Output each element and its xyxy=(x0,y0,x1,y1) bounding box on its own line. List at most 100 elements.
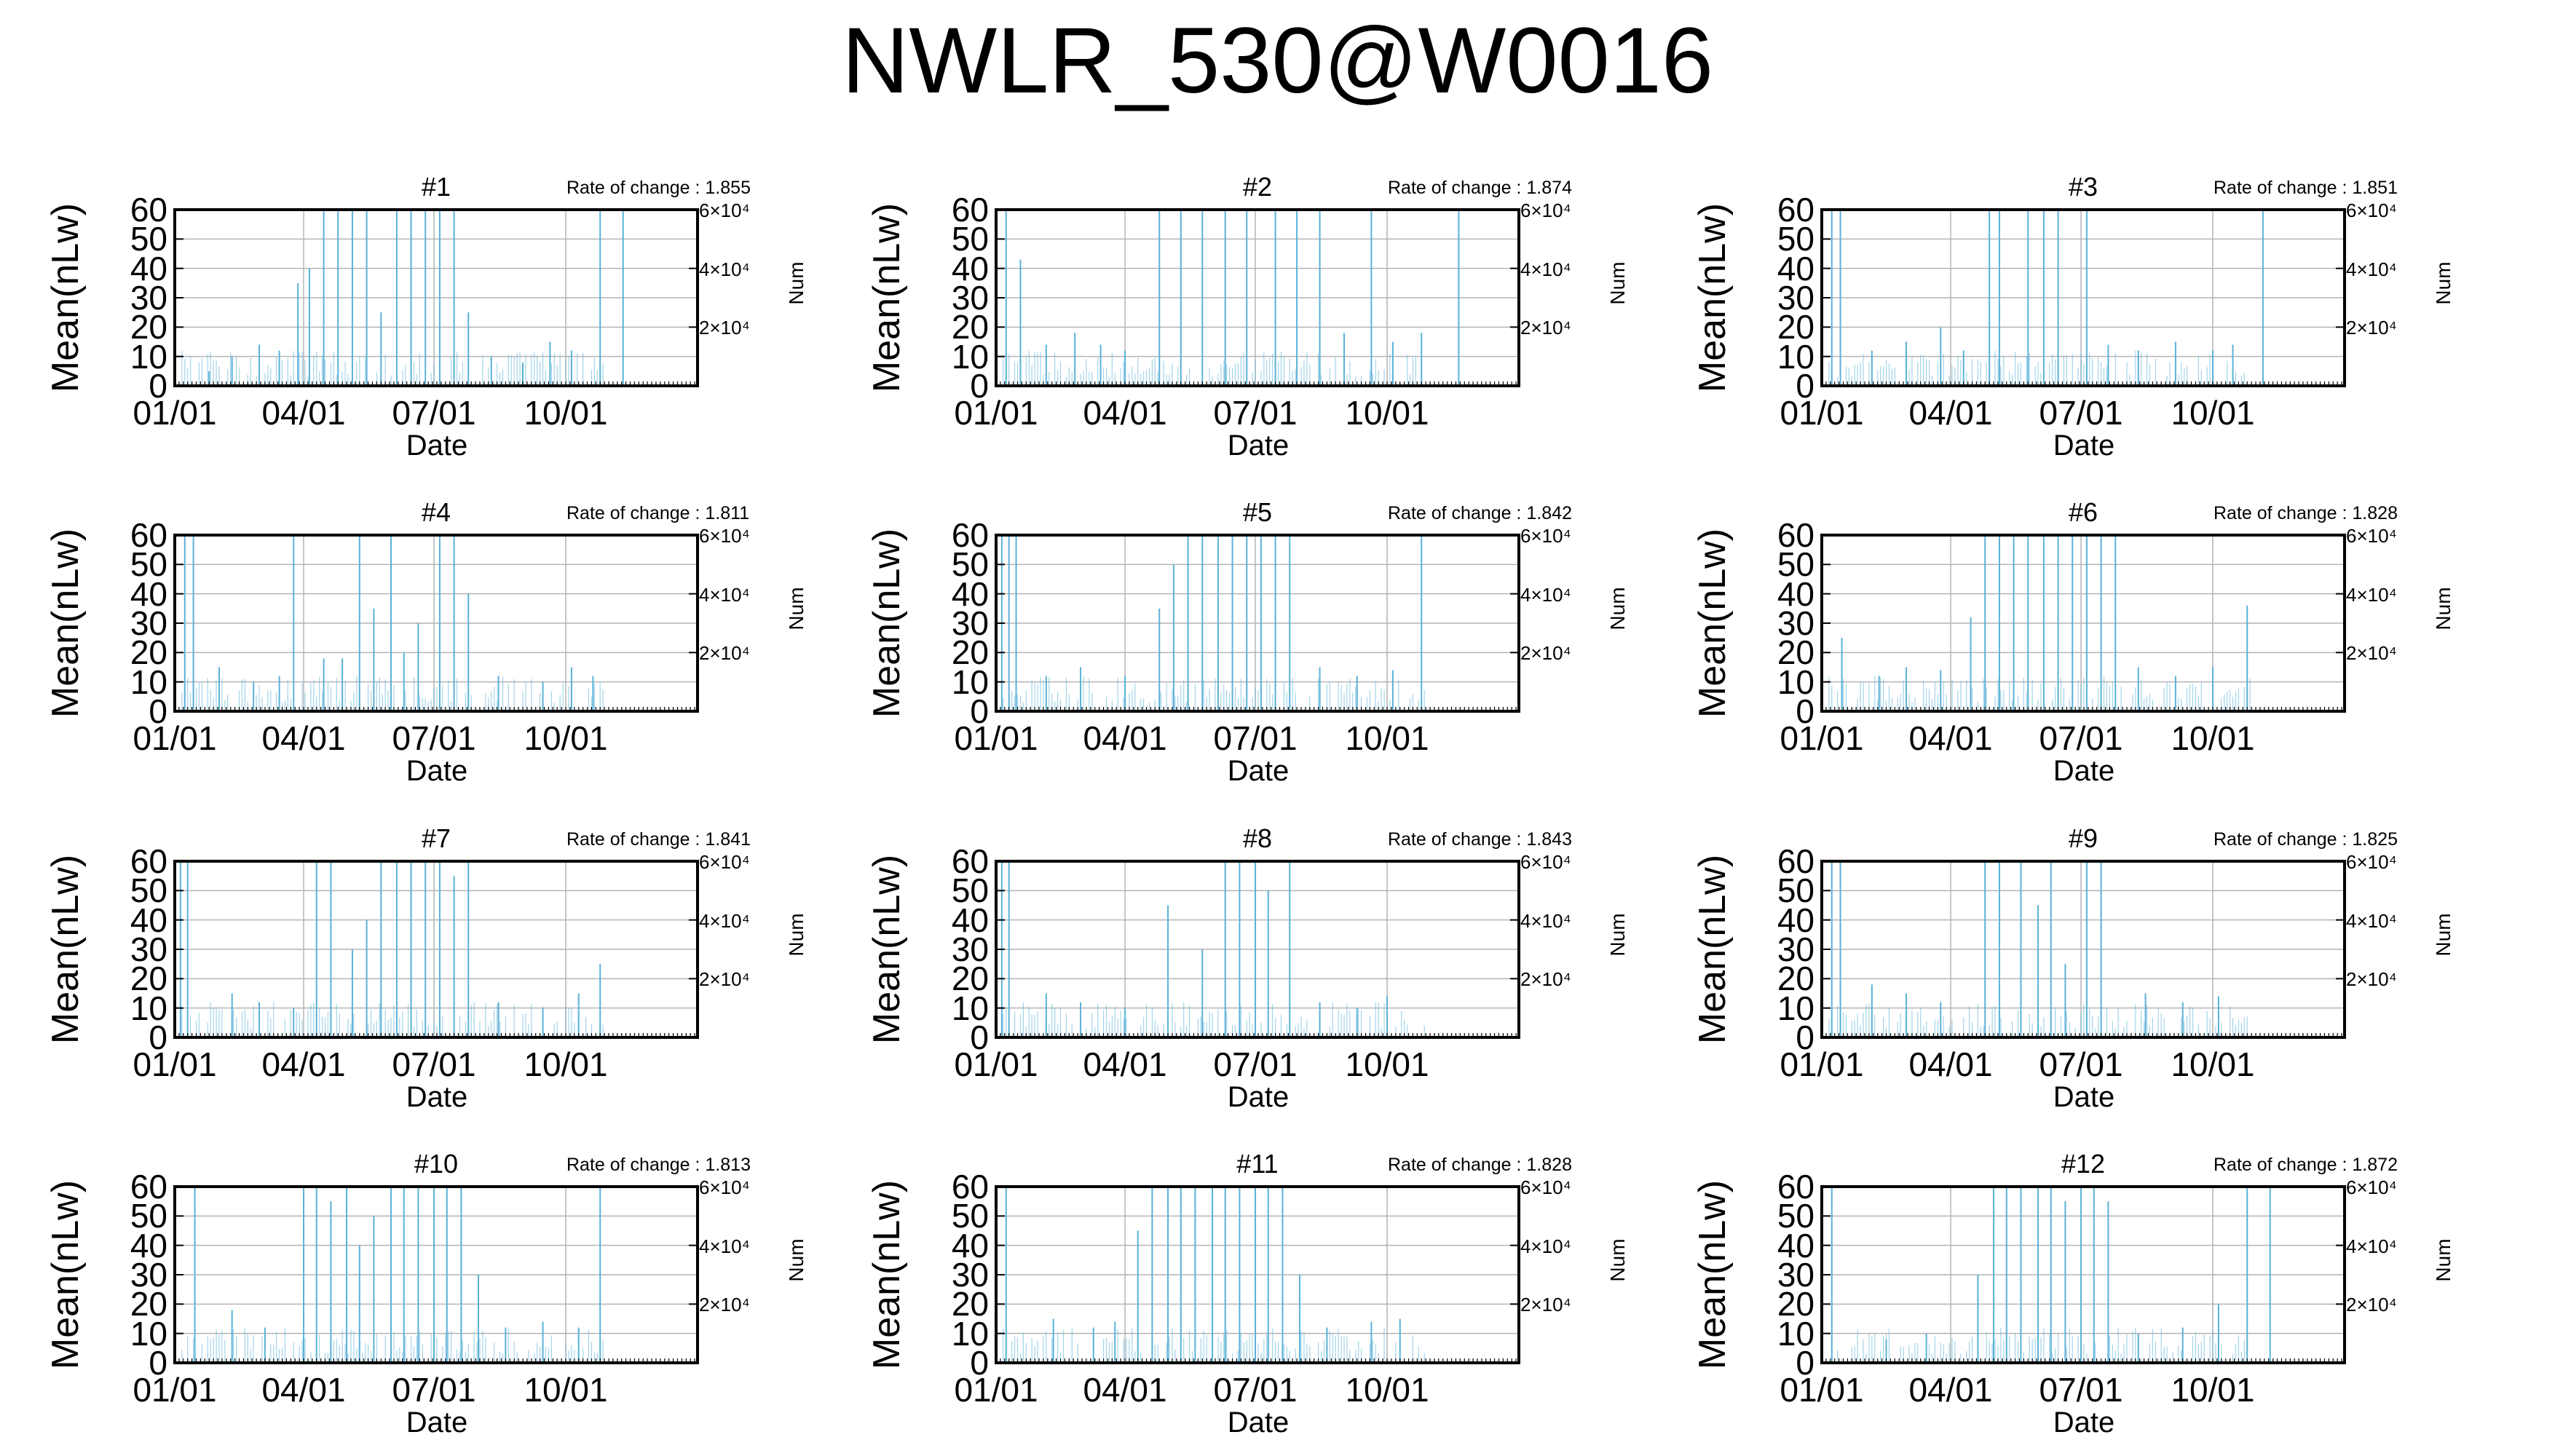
y2-tick-label: 4×10⁴ xyxy=(1520,909,1571,932)
y2-axis-label: Num xyxy=(1606,1238,1629,1282)
y-tick-label: 30 xyxy=(951,604,989,642)
panel-7-title: #7 xyxy=(421,823,451,853)
y-tick-label: 50 xyxy=(951,545,989,584)
y-tick-label: 0 xyxy=(970,1018,989,1056)
y-tick-label: 40 xyxy=(1777,574,1814,613)
y-tick-label: 20 xyxy=(130,633,167,672)
y-tick-label: 30 xyxy=(951,1256,989,1294)
y-tick-label: 10 xyxy=(130,1314,167,1353)
x-tick-label: 04/01 xyxy=(1908,394,1993,432)
y2-tick-label: 4×10⁴ xyxy=(2346,1235,2397,1257)
panel-6-rate: Rate of change : 1.828 xyxy=(2214,503,2398,523)
y-tick-label: 40 xyxy=(951,249,989,288)
y-tick-label: 30 xyxy=(130,1256,167,1294)
x-tick-label: 01/01 xyxy=(1780,394,1864,432)
y2-axis-label: Num xyxy=(1606,913,1629,957)
panel-11-rate: Rate of change : 1.828 xyxy=(1388,1155,1572,1175)
x-tick-label: 07/01 xyxy=(2039,1045,2123,1083)
y2-tick-label: 4×10⁴ xyxy=(2346,583,2397,606)
y2-tick-label: 6×10⁴ xyxy=(699,1176,750,1198)
x-tick-label: 01/01 xyxy=(133,394,217,432)
y2-tick-label: 6×10⁴ xyxy=(2346,851,2397,873)
x-tick-label: 04/01 xyxy=(261,1045,346,1083)
panel-10-title: #10 xyxy=(414,1149,459,1179)
x-tick-label: 04/01 xyxy=(261,1371,346,1409)
y-axis-label: Mean(nLw) xyxy=(44,528,87,719)
y-tick-label: 60 xyxy=(130,191,167,229)
y-tick-label: 10 xyxy=(1777,989,1814,1027)
x-tick-label: 10/01 xyxy=(524,1045,608,1083)
y-tick-label: 40 xyxy=(1777,1226,1814,1265)
x-tick-label: 10/01 xyxy=(2171,1045,2255,1083)
y2-tick-label: 2×10⁴ xyxy=(1520,968,1571,991)
y2-tick-label: 2×10⁴ xyxy=(2346,968,2397,991)
x-axis-label: Date xyxy=(1227,1406,1290,1439)
panel-4-rate: Rate of change : 1.811 xyxy=(566,503,750,523)
y-tick-label: 60 xyxy=(951,191,989,229)
y-tick-label: 10 xyxy=(130,337,167,376)
y2-axis-label: Num xyxy=(2432,1238,2455,1282)
y2-tick-label: 6×10⁴ xyxy=(699,851,750,873)
y2-tick-label: 4×10⁴ xyxy=(1520,258,1571,280)
x-axis-label: Date xyxy=(406,430,468,462)
y2-tick-label: 4×10⁴ xyxy=(1520,583,1571,606)
panel-1-title: #1 xyxy=(421,172,451,202)
x-tick-label: 01/01 xyxy=(133,719,217,757)
y-axis-label: Mean(nLw) xyxy=(1691,528,1734,719)
y2-tick-label: 4×10⁴ xyxy=(699,583,750,606)
y-tick-label: 60 xyxy=(1777,842,1814,880)
panel-6-title: #6 xyxy=(2068,497,2098,527)
y2-tick-label: 6×10⁴ xyxy=(1520,525,1571,547)
y-axis-label: Mean(nLw) xyxy=(44,854,87,1045)
y-tick-label: 60 xyxy=(951,516,989,554)
y-axis-label: Mean(nLw) xyxy=(866,202,908,393)
panel-2-plot xyxy=(995,208,1520,387)
y-tick-label: 60 xyxy=(951,842,989,880)
panel-8-rate: Rate of change : 1.843 xyxy=(1388,829,1572,850)
y-tick-label: 0 xyxy=(149,367,167,405)
figure-title: NWLR_530@W0016 xyxy=(841,9,1714,113)
x-tick-label: 10/01 xyxy=(524,719,608,757)
y2-axis-label: Num xyxy=(2432,587,2455,630)
y-tick-label: 40 xyxy=(130,901,167,939)
panel-6-plot xyxy=(1820,534,2346,713)
panel-5-title: #5 xyxy=(1242,497,1273,527)
y-tick-label: 10 xyxy=(1777,337,1814,376)
y-tick-label: 10 xyxy=(130,662,167,701)
x-tick-label: 01/01 xyxy=(954,394,1038,432)
y-tick-label: 50 xyxy=(130,545,167,584)
y2-tick-label: 2×10⁴ xyxy=(699,968,750,991)
panel-4-plot xyxy=(173,534,699,713)
y-tick-label: 60 xyxy=(1777,516,1814,554)
x-tick-label: 07/01 xyxy=(2039,1371,2123,1409)
y-axis-label: Mean(nLw) xyxy=(44,202,87,393)
y-tick-label: 30 xyxy=(1777,604,1814,642)
y-axis-label: Mean(nLw) xyxy=(866,1179,908,1370)
y-tick-label: 0 xyxy=(970,1344,989,1382)
y-tick-label: 50 xyxy=(1777,220,1814,258)
x-tick-label: 07/01 xyxy=(392,1045,476,1083)
x-tick-label: 10/01 xyxy=(2171,1371,2255,1409)
y-tick-label: 30 xyxy=(1777,279,1814,317)
panel-12-plot xyxy=(1820,1185,2346,1364)
y-tick-label: 50 xyxy=(130,1197,167,1235)
x-tick-label: 04/01 xyxy=(261,719,346,757)
x-axis-label: Date xyxy=(2053,1406,2115,1439)
y2-tick-label: 2×10⁴ xyxy=(2346,1294,2397,1316)
panel-2-title: #2 xyxy=(1242,172,1273,202)
y-tick-label: 20 xyxy=(130,1285,167,1324)
y-tick-label: 50 xyxy=(1777,1197,1814,1235)
y-tick-label: 60 xyxy=(1777,1168,1814,1206)
x-tick-label: 07/01 xyxy=(1213,719,1298,757)
y2-axis-label: Num xyxy=(785,1238,807,1282)
y-tick-label: 30 xyxy=(951,279,989,317)
y-tick-label: 40 xyxy=(1777,249,1814,288)
x-axis-label: Date xyxy=(406,1081,468,1113)
y2-tick-label: 6×10⁴ xyxy=(699,199,750,221)
x-tick-label: 10/01 xyxy=(524,1371,608,1409)
x-tick-label: 01/01 xyxy=(954,719,1038,757)
y2-tick-label: 2×10⁴ xyxy=(699,1294,750,1316)
y-tick-label: 20 xyxy=(1777,633,1814,672)
y2-tick-label: 2×10⁴ xyxy=(2346,642,2397,665)
y-tick-label: 30 xyxy=(130,930,167,968)
